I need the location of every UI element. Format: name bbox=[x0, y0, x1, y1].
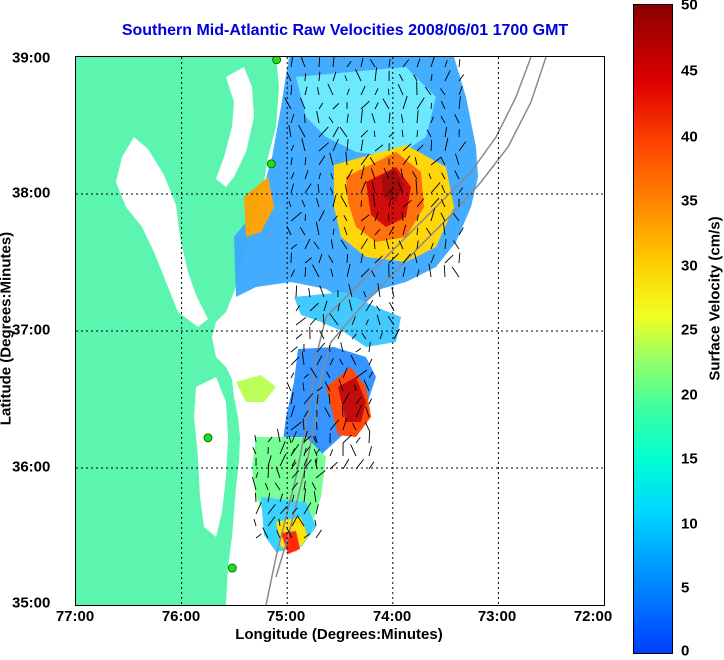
velocity-map bbox=[76, 57, 604, 605]
velocity-arrow bbox=[388, 89, 389, 95]
velocity-arrow bbox=[356, 348, 361, 352]
y-axis-label: Latitude (Degrees:Minutes) bbox=[0, 209, 15, 449]
velocity-arrow bbox=[454, 241, 459, 249]
velocity-arrow bbox=[296, 334, 302, 339]
x-tick-label: 73:00 bbox=[478, 608, 516, 625]
velocity-arrow bbox=[369, 399, 372, 404]
velocity-arrow bbox=[343, 459, 349, 469]
colorbar-tick: 10 bbox=[681, 516, 698, 533]
velocity-arrow bbox=[330, 449, 333, 456]
y-tick-label: 39:00 bbox=[12, 50, 50, 67]
velocity-arrow bbox=[254, 519, 256, 526]
y-tick-label: 35:00 bbox=[12, 595, 50, 612]
velocity-arrow bbox=[356, 437, 360, 443]
y-tick-label: 37:00 bbox=[12, 322, 50, 339]
colorbar bbox=[633, 4, 673, 654]
velocity-arrow bbox=[351, 444, 356, 456]
velocity-arrow bbox=[365, 422, 369, 430]
velocity-arrow bbox=[417, 130, 418, 137]
colorbar-tick: 0 bbox=[681, 643, 689, 660]
velocity-arrow bbox=[296, 285, 297, 297]
colorbar-tick: 30 bbox=[681, 258, 698, 275]
north-station bbox=[273, 57, 281, 64]
virginia-station bbox=[204, 434, 212, 442]
hatteras-station bbox=[228, 564, 236, 572]
velocity-arrow bbox=[459, 253, 460, 263]
colorbar-tick: 50 bbox=[681, 0, 698, 14]
velocity-arrow bbox=[316, 530, 322, 538]
colorbar-tick: 25 bbox=[681, 322, 698, 339]
velocity-arrow bbox=[445, 255, 453, 263]
colorbar-tick: 40 bbox=[681, 129, 698, 146]
colorbar-gradient bbox=[634, 5, 672, 653]
velocity-arrow bbox=[256, 502, 261, 514]
x-tick-label: 74:00 bbox=[373, 608, 411, 625]
x-axis-label: Longitude (Degrees:Minutes) bbox=[75, 626, 603, 643]
velocity-arrow bbox=[452, 267, 459, 277]
velocity-arrow bbox=[369, 359, 372, 365]
x-tick-label: 77:00 bbox=[56, 608, 94, 625]
velocity-arrow bbox=[255, 493, 256, 502]
velocity-arrow bbox=[343, 435, 352, 443]
velocity-arrow bbox=[291, 347, 298, 352]
velocity-arrow bbox=[369, 430, 370, 443]
velocity-arrow bbox=[296, 317, 306, 325]
y-tick-label: 36:00 bbox=[12, 459, 50, 476]
delaware-station bbox=[267, 160, 275, 168]
velocity-arrow bbox=[369, 446, 372, 456]
colorbar-tick: 35 bbox=[681, 193, 698, 210]
velocity-arrow bbox=[431, 103, 432, 109]
x-tick-label: 75:00 bbox=[267, 608, 305, 625]
velocity-arrow bbox=[388, 213, 389, 221]
velocity-arrow bbox=[304, 114, 305, 123]
velocity-arrow bbox=[256, 534, 261, 538]
map-title: Southern Mid-Atlantic Raw Velocities 200… bbox=[60, 22, 630, 40]
velocity-arrow bbox=[291, 373, 294, 378]
map-plot-area[interactable] bbox=[75, 56, 605, 606]
colorbar-tick: 20 bbox=[681, 387, 698, 404]
velocity-arrow bbox=[305, 214, 306, 221]
colorbar-label: Surface Velocity (cm/s) bbox=[707, 189, 724, 409]
colorbar-tick: 45 bbox=[681, 63, 698, 80]
velocity-arrow bbox=[304, 471, 305, 478]
velocity-arrow bbox=[459, 59, 460, 67]
x-tick-label: 72:00 bbox=[574, 608, 612, 625]
colorbar-tick: 5 bbox=[681, 580, 689, 597]
velocity-arrow bbox=[329, 345, 330, 352]
velocity-arrow bbox=[389, 302, 394, 311]
y-tick-label: 38:00 bbox=[12, 185, 50, 202]
velocity-arrow bbox=[444, 265, 445, 277]
colorbar-tick: 15 bbox=[681, 451, 698, 468]
velocity-arrow bbox=[255, 435, 256, 442]
x-tick-label: 76:00 bbox=[162, 608, 200, 625]
velocity-arrow bbox=[287, 383, 291, 391]
